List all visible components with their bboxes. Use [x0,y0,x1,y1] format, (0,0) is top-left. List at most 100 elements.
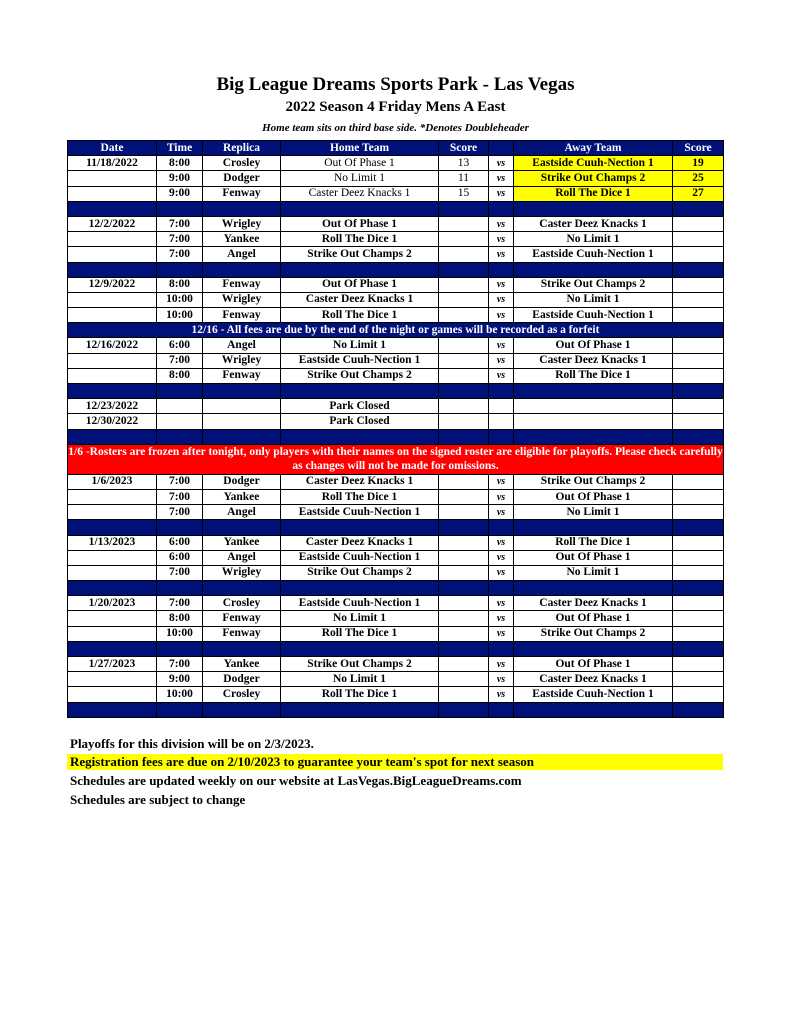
game-row: 9:00 Dodger No Limit 1 11 vs Strike Out Champ… [67,170,724,187]
cell-home-team: Strike Out Champs 2 [280,564,439,582]
cell-home-team: Roll The Dice 1 [280,307,439,324]
cell-away-score [672,276,724,293]
cell-home-team: Eastside Cuuh-Nection 1 [280,504,439,521]
cell-away-score [672,413,724,430]
cell-home-team: Strike Out Champs 2 [280,655,439,673]
cell-date: 1/20/2023 [67,595,157,612]
cell-replica: Wrigley [202,352,281,369]
game-row: 7:00 Angel Eastside Cuuh-Nection 1 vs No Lim… [67,504,724,521]
cell-replica: Dodger [202,473,281,490]
cell-replica: Crosley [202,595,281,612]
cell-vs: vs [488,215,514,233]
cell-vs: vs [488,185,514,202]
game-row: 8:00 Fenway No Limit 1 vs Out Of Phase 1 [67,610,724,627]
cell-home-team: Eastside Cuuh-Nection 1 [280,352,439,369]
cell-away-team: No Limit 1 [513,291,673,309]
cell-home-team: No Limit 1 [280,610,439,627]
cell-vs: vs [488,337,514,354]
cell-time: 7:00 [156,231,203,248]
cell-away-team: Out Of Phase 1 [513,610,673,627]
cell-time: 6:00 [156,337,203,354]
cell-time: 7:00 [156,655,203,673]
cell-replica: Fenway [202,625,281,642]
cell-away-team: Caster Deez Knacks 1 [513,352,673,369]
game-row: 7:00 Wrigley Eastside Cuuh-Nection 1 vs Cast… [67,352,724,369]
cell-away-score: 27 [672,185,724,202]
cell-home-score [438,246,489,263]
cell-away-team: Roll The Dice 1 [513,367,673,385]
cell-vs: vs [488,564,514,582]
game-row: 7:00 Yankee Roll The Dice 1 vs Out Of Phase … [67,488,724,506]
cell-home-score [438,686,489,703]
cell-away-team: Strike Out Champs 2 [513,276,673,293]
cell-away-team [513,413,673,430]
cell-replica [202,413,281,430]
cell-time: 7:00 [156,215,203,233]
game-row: 8:00 Fenway Strike Out Champs 2 vs Roll The … [67,367,724,385]
cell-replica: Fenway [202,276,281,293]
cell-away-team: Out Of Phase 1 [513,549,673,566]
cell-replica: Wrigley [202,215,281,233]
cell-away-score [672,595,724,612]
cell-home-score [438,291,489,309]
cell-vs: vs [488,686,514,703]
cell-time: 7:00 [156,473,203,490]
cell-home-team: No Limit 1 [280,671,439,688]
game-row: 7:00 Yankee Roll The Dice 1 vs No Limit 1 [67,231,724,248]
cell-vs: vs [488,655,514,673]
cell-replica: Angel [202,549,281,566]
cell-date: 12/23/2022 [67,398,157,415]
cell-away-score [672,352,724,369]
cell-away-team: Strike Out Champs 2 [513,473,673,490]
cell-home-score [438,231,489,248]
game-row: 9:00 Dodger No Limit 1 vs Caster Deez Knacks… [67,671,724,688]
cell-away-score [672,291,724,309]
cell-away-team: Caster Deez Knacks 1 [513,215,673,233]
notice-row: 12/16 - All fees are due by the end of t… [67,322,724,339]
cell-replica: Crosley [202,686,281,703]
cell-away-team: Roll The Dice 1 [513,534,673,551]
cell-away-score [672,488,724,506]
game-row: 10:00 Crosley Roll The Dice 1 vs Eastside Cu… [67,686,724,703]
header-home-team: Home Team [280,139,439,157]
cell-time: 6:00 [156,549,203,566]
cell-home-score: 13 [438,155,489,172]
header-away-team: Away Team [513,139,673,157]
cell-date [67,367,157,385]
notice-text: 12/16 - All fees are due by the end of t… [67,322,724,339]
cell-vs: vs [488,473,514,490]
cell-replica: Yankee [202,655,281,673]
cell-replica: Yankee [202,231,281,248]
cell-replica: Angel [202,504,281,521]
cell-replica: Yankee [202,488,281,506]
schedule-table: Date Time Replica Home Team Score Away Team Sc… [67,139,724,718]
playoffs-note: Playoffs for this division will be on 2/… [70,736,314,751]
cell-away-score [672,215,724,233]
cell-home-team: Caster Deez Knacks 1 [280,473,439,490]
cell-vs: vs [488,549,514,566]
cell-home-score [438,398,489,415]
cell-vs: vs [488,671,514,688]
spacer-row [67,428,724,445]
spacer-row [67,200,724,217]
cell-away-score: 25 [672,170,724,187]
cell-away-team: Out Of Phase 1 [513,488,673,506]
cell-home-score [438,564,489,582]
cell-time: 6:00 [156,534,203,551]
cell-vs: vs [488,534,514,551]
cell-vs: vs [488,610,514,627]
cell-date [67,564,157,582]
cell-date [67,671,157,688]
cell-away-team: Roll The Dice 1 [513,185,673,202]
cell-date [67,185,157,202]
cell-home-score [438,549,489,566]
cell-time: 10:00 [156,686,203,703]
header-time: Time [156,139,203,157]
cell-vs: vs [488,625,514,642]
cell-away-score [672,625,724,642]
cell-date [67,352,157,369]
game-row: 1/6/2023 7:00 Dodger Caster Deez Knacks 1 vs… [67,473,724,490]
cell-replica: Fenway [202,307,281,324]
cell-away-team [513,398,673,415]
cell-time: 10:00 [156,625,203,642]
